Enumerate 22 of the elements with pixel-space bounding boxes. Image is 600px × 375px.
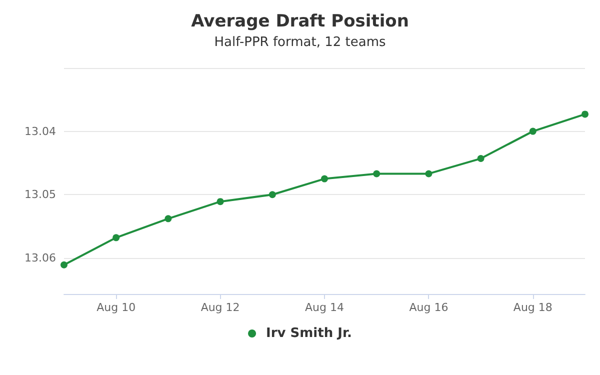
y-tick-label: 13.05 bbox=[24, 188, 56, 202]
x-tick-label: Aug 10 bbox=[96, 301, 136, 314]
x-tick-label: Aug 18 bbox=[513, 301, 552, 314]
legend-label: Irv Smith Jr. bbox=[266, 326, 352, 341]
x-tick-label: Aug 14 bbox=[305, 301, 344, 314]
point bbox=[164, 215, 172, 222]
point bbox=[268, 191, 276, 198]
point bbox=[477, 155, 484, 162]
point bbox=[321, 175, 328, 182]
y-tick-label: 13.04 bbox=[24, 124, 56, 138]
x-tick-label: Aug 12 bbox=[200, 301, 240, 314]
point bbox=[529, 128, 536, 135]
point bbox=[425, 170, 432, 178]
point bbox=[582, 110, 588, 118]
y-tick-label: 13.06 bbox=[24, 251, 56, 264]
point bbox=[112, 234, 120, 242]
point bbox=[60, 261, 68, 268]
chart-title: Average Draft Position bbox=[191, 12, 409, 32]
chart-subtitle: Half-PPR format, 12 teams bbox=[214, 35, 386, 50]
x-tick-label: Aug 16 bbox=[409, 301, 448, 314]
point bbox=[216, 198, 224, 206]
point bbox=[373, 170, 380, 178]
